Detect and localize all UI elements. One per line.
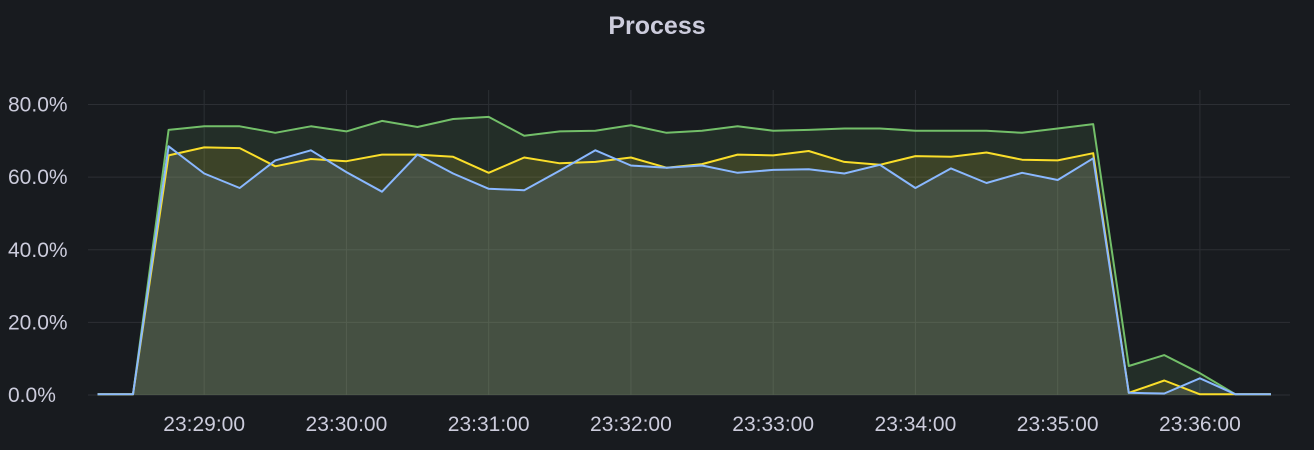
x-axis-ticks: 23:29:00 23:30:00 23:31:00 23:32:00 23:33:00… [163,413,1240,436]
series-2-area [97,146,1271,395]
y-tick-label: 0.0% [8,384,56,407]
series-0-line [97,115,1271,396]
series-1-area [97,147,1271,395]
x-tick-label: 23:33:00 [732,413,814,436]
grid [88,90,1290,396]
y-tick-label: 20.0% [8,311,68,334]
series-2-line [97,145,1271,396]
chart-title: Process [608,12,706,40]
y-tick-label: 40.0% [8,239,68,262]
series-0-area [97,116,1271,396]
x-tick-label: 23:30:00 [306,413,388,436]
series-areas [97,116,1271,396]
y-axis-ticks: 0.0% 20.0% 40.0% 60.0% 80.0% [8,94,68,407]
x-tick-label: 23:32:00 [590,413,672,436]
x-tick-label: 23:31:00 [448,413,530,436]
x-tick-label: 23:34:00 [875,413,957,436]
y-tick-label: 80.0% [8,94,68,117]
x-tick-label: 23:29:00 [163,413,245,436]
x-tick-label: 23:36:00 [1159,413,1241,436]
series-lines [97,115,1271,396]
x-tick-label: 23:35:00 [1017,413,1099,436]
y-tick-label: 60.0% [8,166,68,189]
